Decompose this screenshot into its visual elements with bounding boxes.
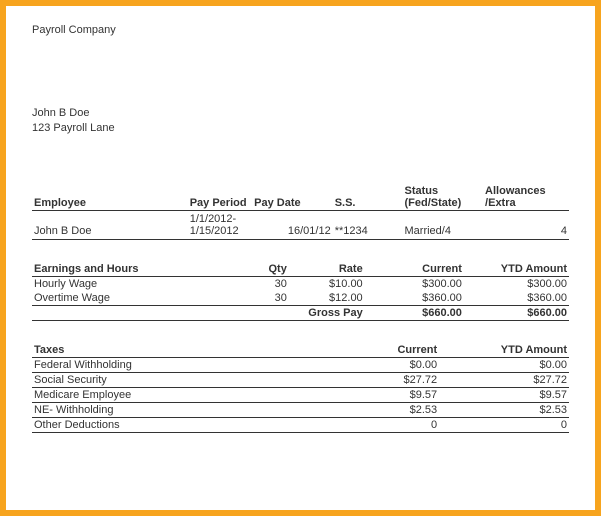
tax-ytd: 0 (439, 417, 569, 432)
col-allowances: Allowances /Extra (483, 184, 569, 211)
col-status: Status (Fed/State) (403, 184, 484, 211)
earn-current: $360.00 (365, 291, 464, 306)
pay-period-l2: 1/15/2012 (190, 225, 239, 237)
earn-qty: 30 (230, 291, 288, 306)
taxes-header-row: Taxes Current YTD Amount (32, 343, 569, 358)
paystub-document: Payroll Company John B Doe 123 Payroll L… (0, 0, 601, 516)
col-ytd: YTD Amount (464, 262, 569, 277)
earn-ytd: $360.00 (464, 291, 569, 306)
emp-name: John B Doe (32, 210, 188, 239)
col-tax-current: Current (321, 343, 439, 358)
emp-pay-date: 16/01/12 (252, 210, 333, 239)
gross-ytd: $660.00 (464, 305, 569, 320)
emp-data-row: John B Doe 1/1/2012- 1/15/2012 16/01/12 … (32, 210, 569, 239)
gross-current: $660.00 (365, 305, 464, 320)
earn-rate: $10.00 (289, 276, 365, 291)
emp-pay-period: 1/1/2012- 1/15/2012 (188, 210, 252, 239)
col-rate: Rate (289, 262, 365, 277)
tax-ytd: $0.00 (439, 357, 569, 372)
col-ss: S.S. (333, 184, 403, 211)
gross-label: Gross Pay (289, 305, 365, 320)
col-employee: Employee (32, 184, 188, 211)
employee-name: John B Doe (32, 106, 569, 121)
earnings-row: Hourly Wage 30 $10.00 $300.00 $300.00 (32, 276, 569, 291)
emp-header-row: Employee Pay Period Pay Date S.S. Status… (32, 184, 569, 211)
employee-address-block: John B Doe 123 Payroll Lane (32, 106, 569, 136)
earnings-row: Overtime Wage 30 $12.00 $360.00 $360.00 (32, 291, 569, 306)
col-earnings-title: Earnings and Hours (32, 262, 230, 277)
col-status-l2: (Fed/State) (405, 197, 462, 209)
emp-ss: **1234 (333, 210, 403, 239)
tax-row: Medicare Employee $9.57 $9.57 (32, 387, 569, 402)
col-status-l1: Status (405, 185, 439, 197)
earn-current: $300.00 (365, 276, 464, 291)
tax-row: Social Security $27.72 $27.72 (32, 372, 569, 387)
company-name: Payroll Company (32, 24, 569, 36)
emp-status: Married/4 (403, 210, 484, 239)
employee-info-table: Employee Pay Period Pay Date S.S. Status… (32, 184, 569, 240)
earnings-table: Earnings and Hours Qty Rate Current YTD … (32, 262, 569, 321)
col-tax-ytd: YTD Amount (439, 343, 569, 358)
bottom-fade (12, 460, 589, 504)
emp-allowances: 4 (483, 210, 569, 239)
earnings-header-row: Earnings and Hours Qty Rate Current YTD … (32, 262, 569, 277)
tax-row: NE- Withholding $2.53 $2.53 (32, 402, 569, 417)
col-pay-period: Pay Period (188, 184, 252, 211)
col-allowances-l2: /Extra (485, 197, 516, 209)
tax-current: $0.00 (321, 357, 439, 372)
tax-current: 0 (321, 417, 439, 432)
pay-period-l1: 1/1/2012- (190, 213, 236, 225)
col-allowances-l1: Allowances (485, 185, 546, 197)
tax-label: Medicare Employee (32, 387, 321, 402)
earn-label: Hourly Wage (32, 276, 230, 291)
col-current: Current (365, 262, 464, 277)
tax-row: Other Deductions 0 0 (32, 417, 569, 432)
col-pay-date: Pay Date (252, 184, 333, 211)
tax-ytd: $9.57 (439, 387, 569, 402)
tax-label: Social Security (32, 372, 321, 387)
taxes-table: Taxes Current YTD Amount Federal Withhol… (32, 343, 569, 433)
col-qty: Qty (230, 262, 288, 277)
tax-current: $2.53 (321, 402, 439, 417)
employee-address: 123 Payroll Lane (32, 121, 569, 136)
earn-rate: $12.00 (289, 291, 365, 306)
tax-current: $27.72 (321, 372, 439, 387)
tax-ytd: $2.53 (439, 402, 569, 417)
tax-label: NE- Withholding (32, 402, 321, 417)
tax-row: Federal Withholding $0.00 $0.00 (32, 357, 569, 372)
earn-ytd: $300.00 (464, 276, 569, 291)
gross-pay-row: Gross Pay $660.00 $660.00 (32, 305, 569, 320)
earn-label: Overtime Wage (32, 291, 230, 306)
tax-ytd: $27.72 (439, 372, 569, 387)
earn-qty: 30 (230, 276, 288, 291)
tax-label: Other Deductions (32, 417, 321, 432)
col-taxes-title: Taxes (32, 343, 321, 358)
tax-label: Federal Withholding (32, 357, 321, 372)
tax-current: $9.57 (321, 387, 439, 402)
